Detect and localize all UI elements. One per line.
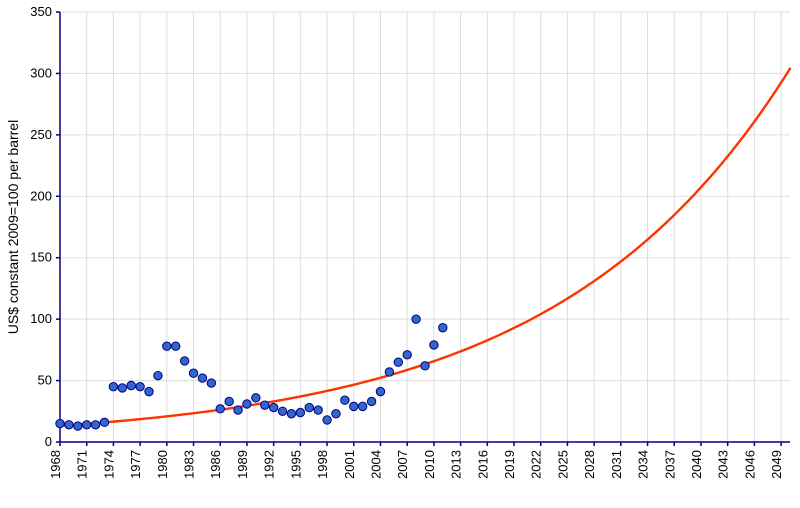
xtick-label: 2025 <box>555 450 570 479</box>
data-point <box>323 416 331 424</box>
data-point <box>332 410 340 418</box>
xtick-label: 2043 <box>716 450 731 479</box>
data-point <box>287 410 295 418</box>
xtick-label: 1971 <box>75 450 90 479</box>
data-point <box>261 401 269 409</box>
data-point <box>430 341 438 349</box>
data-point <box>367 397 375 405</box>
xtick-label: 2022 <box>529 450 544 479</box>
chart-svg: 0 50 100 150 200 250 300 350 1968 1971 1974 1977 198… <box>0 0 800 508</box>
xtick-label: 2010 <box>422 450 437 479</box>
data-point <box>100 418 108 426</box>
xtick-label: 1980 <box>155 450 170 479</box>
data-point <box>376 387 384 395</box>
ytick-label: 250 <box>30 127 52 142</box>
data-point <box>198 374 206 382</box>
ytick-label: 300 <box>30 65 52 80</box>
data-point <box>243 400 251 408</box>
xtick-label: 2016 <box>475 450 490 479</box>
data-point <box>412 315 420 323</box>
data-point <box>421 362 429 370</box>
xtick-label: 1977 <box>128 450 143 479</box>
data-point <box>172 342 180 350</box>
data-point <box>65 421 73 429</box>
data-point <box>154 371 162 379</box>
data-point <box>358 402 366 410</box>
data-point <box>296 408 304 416</box>
xtick-label: 1995 <box>288 450 303 479</box>
xtick-label: 2007 <box>395 450 410 479</box>
data-point <box>136 383 144 391</box>
data-point <box>403 351 411 359</box>
yaxis-label: US$ constant 2009=100 per barrel <box>5 120 21 334</box>
xtick-label: 2040 <box>689 450 704 479</box>
data-point <box>269 403 277 411</box>
data-point <box>109 383 117 391</box>
xtick-label: 2049 <box>769 450 784 479</box>
xtick-label: 2037 <box>662 450 677 479</box>
data-point <box>305 403 313 411</box>
data-point <box>127 381 135 389</box>
data-point <box>145 387 153 395</box>
data-point <box>56 419 64 427</box>
data-point <box>234 406 242 414</box>
xtick-label: 1998 <box>315 450 330 479</box>
data-point <box>74 422 82 430</box>
data-point <box>314 406 322 414</box>
trend-line <box>60 69 790 426</box>
xtick-label: 2001 <box>342 450 357 479</box>
oil-price-chart: 0 50 100 150 200 250 300 350 1968 1971 1974 1977 198… <box>0 0 800 508</box>
data-point <box>394 358 402 366</box>
data-point <box>385 368 393 376</box>
data-point <box>225 397 233 405</box>
data-point <box>180 357 188 365</box>
xtick-label: 1974 <box>101 450 116 479</box>
xtick-label: 2004 <box>368 450 383 479</box>
data-point <box>278 407 286 415</box>
data-point <box>252 394 260 402</box>
ytick-label: 100 <box>30 311 52 326</box>
ytick-label: 350 <box>30 4 52 19</box>
xtick-label: 2019 <box>502 450 517 479</box>
data-point <box>207 379 215 387</box>
data-point <box>439 324 447 332</box>
data-point <box>189 369 197 377</box>
data-point <box>118 384 126 392</box>
ytick-label: 0 <box>45 434 52 449</box>
ytick-label: 50 <box>38 373 52 388</box>
data-point <box>216 405 224 413</box>
data-point <box>163 342 171 350</box>
data-point <box>91 421 99 429</box>
xtick-label: 1989 <box>235 450 250 479</box>
ytick-label: 200 <box>30 188 52 203</box>
xtick-label: 1983 <box>182 450 197 479</box>
xtick-label: 2013 <box>449 450 464 479</box>
xtick-label: 1992 <box>262 450 277 479</box>
xtick-label: 1986 <box>208 450 223 479</box>
xtick-label: 2031 <box>609 450 624 479</box>
xtick-label: 2034 <box>636 450 651 479</box>
data-point <box>350 402 358 410</box>
xtick-label: 1968 <box>48 450 63 479</box>
xtick-label: 2046 <box>742 450 757 479</box>
data-point <box>341 396 349 404</box>
data-point <box>83 421 91 429</box>
ytick-label: 150 <box>30 250 52 265</box>
xtick-label: 2028 <box>582 450 597 479</box>
